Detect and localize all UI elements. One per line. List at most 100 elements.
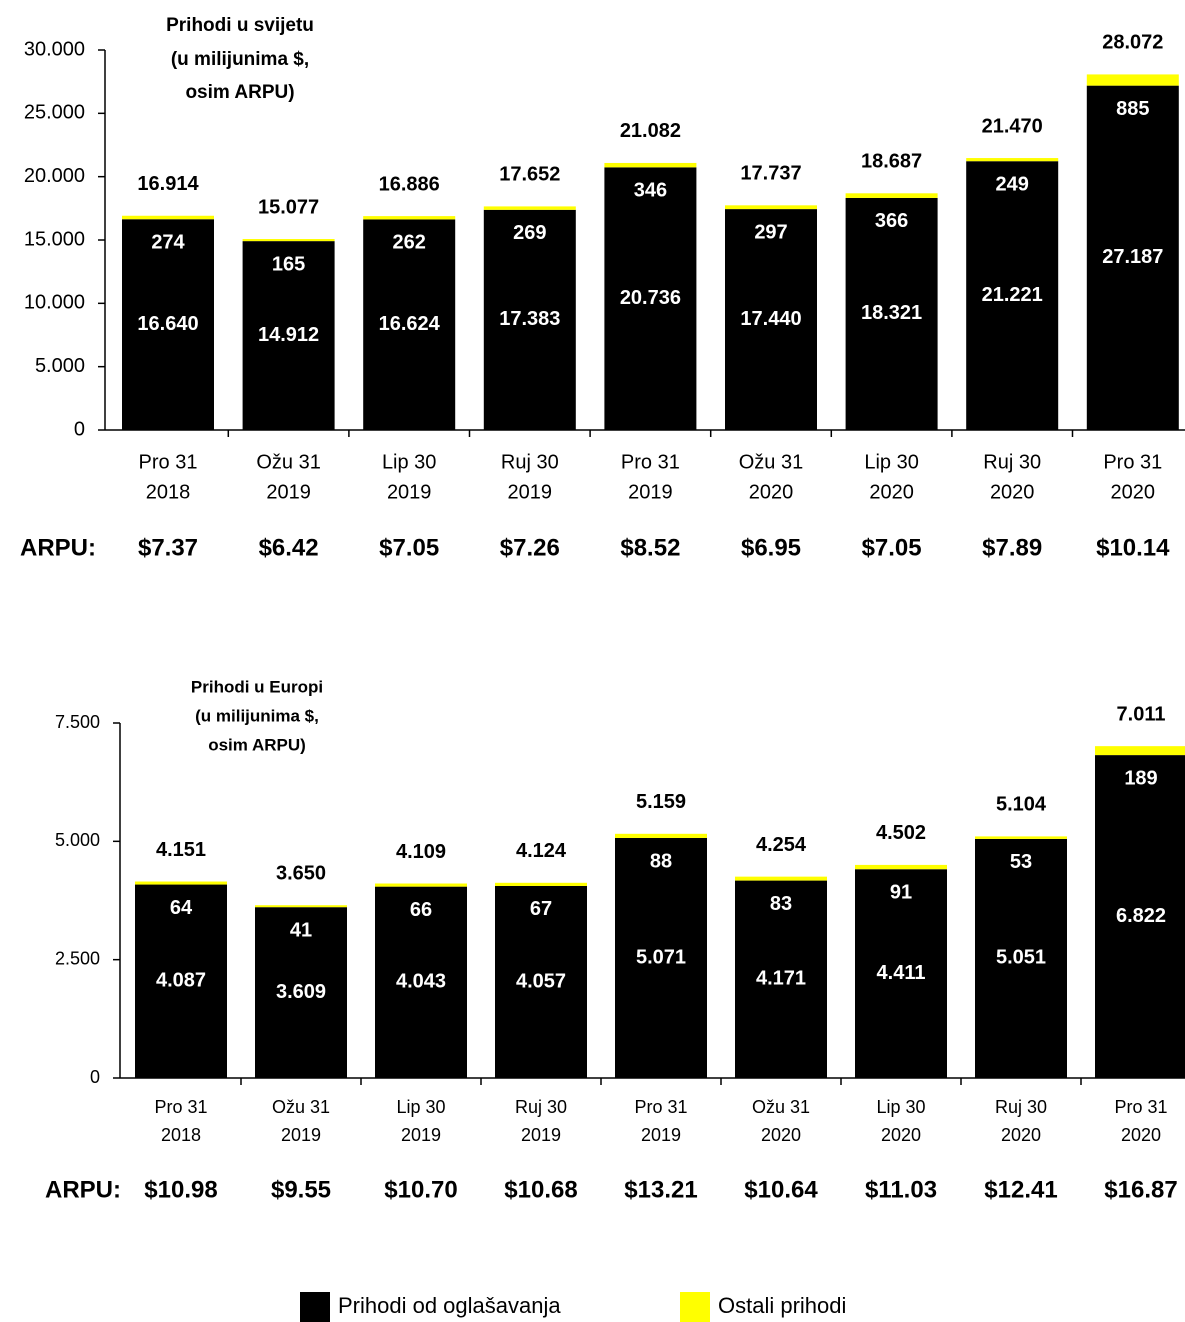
value-label: 249	[996, 173, 1029, 195]
chart-title: (u milijunima $,	[171, 49, 309, 70]
bar-segment	[855, 864, 947, 870]
x-tick-label: 2020	[1121, 1125, 1161, 1145]
y-tick-label: 25.000	[24, 102, 85, 124]
total-label: 17.737	[740, 163, 801, 185]
x-tick-label: 2019	[508, 481, 553, 503]
bar-segment	[966, 158, 1059, 162]
bar-segment	[1095, 755, 1185, 1078]
total-label: 21.470	[982, 115, 1043, 137]
arpu-value: $11.03	[865, 1176, 937, 1203]
y-tick-label: 7.500	[55, 712, 100, 732]
legend-swatch	[680, 1292, 710, 1322]
bar-segment	[495, 882, 587, 886]
x-tick-label: Ožu 31	[752, 1097, 810, 1117]
value-label: 5.051	[996, 947, 1046, 969]
x-tick-label: 2019	[281, 1125, 321, 1145]
value-label: 17.440	[740, 308, 801, 330]
arpu-value: $7.37	[138, 534, 198, 561]
bar-segment	[604, 162, 697, 168]
arpu-value: $9.55	[271, 1176, 331, 1203]
value-label: 885	[1116, 98, 1149, 120]
value-label: 83	[770, 893, 792, 915]
total-label: 4.502	[876, 822, 926, 844]
bar-segment	[363, 219, 456, 430]
x-tick-label: Ožu 31	[256, 451, 320, 473]
legend-label: Prihodi od oglašavanja	[338, 1293, 561, 1318]
total-label: 4.109	[396, 841, 446, 863]
arpu-value: $6.42	[259, 534, 319, 561]
value-label: 67	[530, 898, 552, 920]
arpu-value: $7.89	[982, 534, 1042, 561]
x-tick-label: 2020	[761, 1125, 801, 1145]
bar-segment	[375, 883, 467, 887]
bar-segment	[483, 209, 576, 430]
y-tick-label: 30.000	[24, 38, 85, 60]
total-label: 21.082	[620, 120, 681, 142]
value-label: 64	[170, 897, 193, 919]
bar-segment	[363, 216, 456, 220]
bar-segment	[242, 239, 335, 242]
bar-segment	[604, 167, 697, 430]
x-tick-label: Lip 30	[864, 451, 919, 473]
x-tick-label: Pro 31	[154, 1097, 207, 1117]
value-label: 189	[1124, 767, 1157, 789]
value-label: 53	[1010, 851, 1032, 873]
total-label: 7.011	[1117, 703, 1166, 725]
bar-segment	[725, 205, 817, 210]
x-tick-label: Pro 31	[139, 451, 198, 473]
bar-segment	[135, 884, 227, 1078]
value-label: 165	[272, 253, 305, 275]
bar-segment	[615, 833, 707, 838]
y-tick-label: 0	[74, 418, 85, 440]
bar-segment	[495, 885, 587, 1078]
bar-segment	[855, 869, 947, 1078]
arpu-value: $8.52	[620, 534, 680, 561]
arpu-value: $10.98	[144, 1176, 217, 1203]
legend-swatch	[300, 1292, 330, 1322]
value-label: 4.171	[756, 968, 806, 990]
total-label: 4.151	[156, 839, 206, 861]
arpu-value: $7.05	[862, 534, 922, 561]
value-label: 91	[890, 881, 912, 903]
bar-segment	[122, 219, 214, 430]
bar-segment	[483, 206, 576, 210]
bar-segment	[1086, 74, 1179, 86]
x-tick-label: Ruj 30	[501, 451, 559, 473]
arpu-value: $10.68	[504, 1176, 577, 1203]
arpu-value: $10.64	[744, 1176, 818, 1203]
bar-segment	[255, 907, 347, 1078]
bar-segment	[122, 215, 214, 220]
bar-segment	[242, 241, 335, 430]
value-label: 27.187	[1102, 246, 1163, 268]
bar-segment	[966, 161, 1059, 430]
x-tick-label: Pro 31	[1114, 1097, 1167, 1117]
x-tick-label: Ožu 31	[739, 451, 803, 473]
value-label: 5.071	[636, 946, 686, 968]
y-tick-label: 20.000	[24, 165, 85, 187]
value-label: 66	[410, 899, 432, 921]
x-tick-label: Lip 30	[382, 451, 437, 473]
value-label: 88	[650, 850, 672, 872]
bar-segment	[735, 876, 827, 881]
value-label: 269	[513, 222, 546, 244]
value-label: 17.383	[499, 308, 560, 330]
bar-segment	[845, 193, 938, 198]
total-label: 4.254	[756, 834, 807, 856]
chart-title: Prihodi u Europi	[191, 677, 323, 696]
y-tick-label: 10.000	[24, 292, 85, 314]
x-tick-label: Pro 31	[621, 451, 680, 473]
bar-segment	[135, 881, 227, 885]
x-tick-label: 2020	[990, 481, 1035, 503]
x-tick-label: Ruj 30	[995, 1097, 1047, 1117]
x-tick-label: 2020	[869, 481, 914, 503]
value-label: 6.822	[1116, 905, 1166, 927]
value-label: 21.221	[982, 284, 1043, 306]
value-label: 16.624	[379, 313, 441, 335]
x-tick-label: 2019	[387, 481, 432, 503]
value-label: 3.609	[276, 981, 326, 1003]
value-label: 4.043	[396, 971, 446, 993]
y-tick-label: 0	[90, 1067, 100, 1087]
value-label: 4.087	[156, 970, 206, 992]
